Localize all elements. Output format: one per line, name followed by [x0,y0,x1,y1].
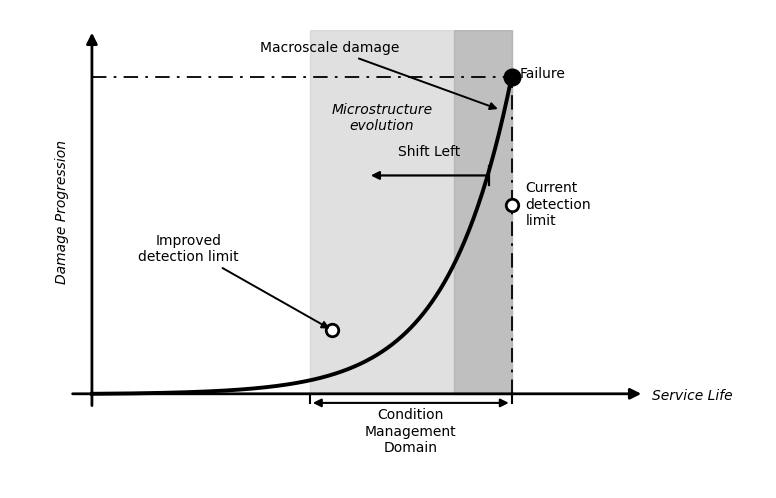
Text: Macroscale damage: Macroscale damage [260,41,496,109]
Text: Shift Left: Shift Left [397,145,460,159]
Text: Microstructure
evolution: Microstructure evolution [331,103,432,133]
Text: Service Life: Service Life [653,388,733,402]
Bar [310,30,511,394]
Text: Failure: Failure [520,67,566,81]
Text: Improved
detection limit: Improved detection limit [138,234,327,328]
Text: Current
detection
limit: Current detection limit [525,181,591,228]
Bar [454,30,511,394]
Text: Condition
Management
Domain: Condition Management Domain [365,408,456,455]
Text: Damage Progression: Damage Progression [54,140,68,284]
